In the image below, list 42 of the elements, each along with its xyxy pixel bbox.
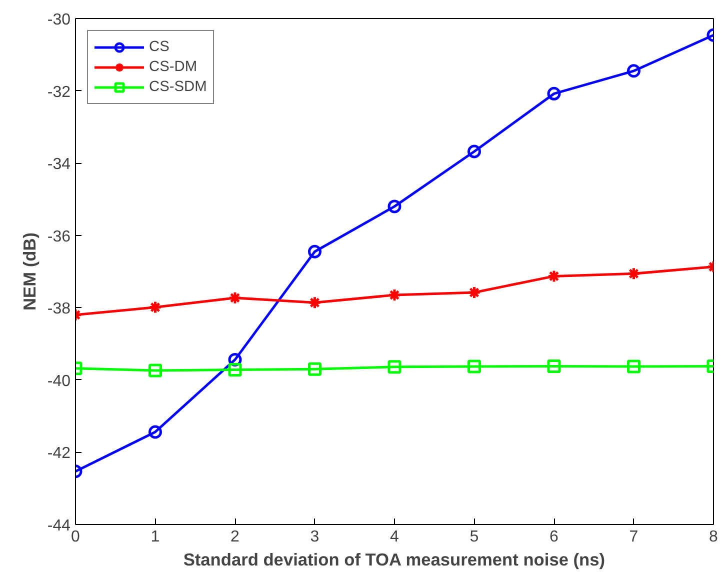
x-tick-label: 2: [230, 528, 240, 546]
point: [388, 360, 402, 374]
x-tick-label: 1: [150, 528, 160, 546]
point: [468, 360, 481, 374]
y-tick-label: -40: [47, 372, 71, 390]
legend-label: CS-SDM: [149, 79, 207, 95]
point: [627, 266, 640, 280]
point: [468, 286, 481, 300]
x-tick-label: 8: [709, 528, 718, 546]
x-axis-title: Standard deviation of TOA measurement noise (ns): [183, 550, 606, 570]
legend-label: CS-DM: [149, 59, 198, 75]
x-tick-label: 4: [390, 528, 400, 546]
point: [148, 300, 162, 314]
y-tick-label: -42: [47, 445, 71, 462]
y-tick-label: -30: [47, 12, 71, 28]
x-tick-label: 7: [629, 528, 638, 546]
y-tick-label: -38: [47, 300, 71, 318]
y-tick-label: -32: [47, 84, 71, 101]
point: [308, 244, 322, 258]
y-tick-label: -44: [47, 518, 71, 534]
x-tick-label: 3: [310, 528, 320, 546]
point: [148, 425, 162, 439]
point: [627, 64, 640, 78]
y-tick-label: -34: [47, 156, 71, 174]
point: [468, 144, 481, 158]
x-tick-label: 6: [550, 528, 559, 546]
point: [148, 364, 162, 378]
point: [228, 363, 242, 377]
point: [308, 362, 322, 376]
y-axis-title: NEM (dB): [19, 232, 40, 310]
point: [547, 86, 561, 100]
point: [388, 288, 402, 302]
legend-label: CS: [149, 39, 170, 55]
x-tick-label: 0: [71, 528, 80, 546]
point: [547, 269, 561, 283]
point: [627, 360, 640, 374]
point: [308, 296, 322, 310]
y-tick-label: -36: [47, 228, 71, 246]
point: [547, 359, 561, 373]
point: [228, 291, 242, 305]
point: [388, 200, 402, 214]
x-tick-label: 5: [470, 528, 479, 546]
